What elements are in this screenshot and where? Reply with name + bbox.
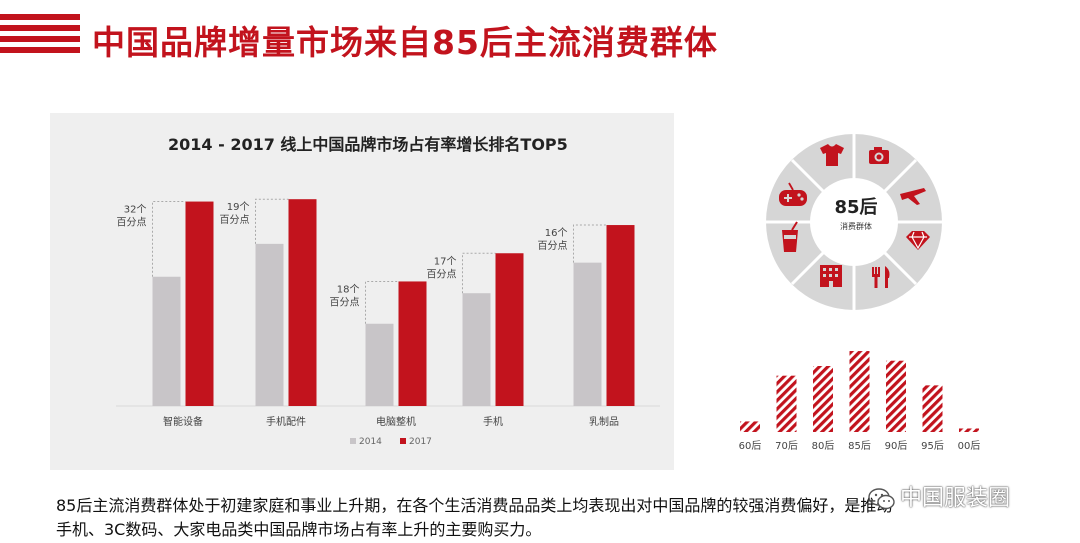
header-stripes bbox=[0, 14, 80, 58]
wechat-icon bbox=[868, 488, 895, 510]
gap-bracket bbox=[365, 280, 399, 324]
legend-swatch-2014 bbox=[350, 438, 356, 444]
annotation-unit: 百分点 bbox=[538, 240, 568, 252]
category-label: 手机 bbox=[483, 415, 503, 428]
drink-icon bbox=[782, 221, 798, 252]
category-label: 智能设备 bbox=[163, 415, 203, 428]
bar-2017 bbox=[495, 253, 524, 406]
generation-chart: 60后 70后 80后 85后 90后 95后 00后 bbox=[739, 351, 980, 452]
consumer-wheel bbox=[766, 134, 942, 310]
gap-bracket bbox=[462, 252, 496, 294]
generation-bar bbox=[849, 351, 870, 432]
annotation-unit: 百分点 bbox=[220, 214, 250, 226]
annotation-unit: 百分点 bbox=[427, 268, 457, 280]
building-icon bbox=[820, 265, 842, 287]
category-label: 手机配件 bbox=[266, 415, 306, 428]
tshirt-icon bbox=[820, 144, 844, 166]
generation-label: 95后 bbox=[921, 440, 944, 452]
generation-label: 85后 bbox=[848, 440, 871, 452]
bar-2014 bbox=[573, 262, 602, 406]
annotation-value: 19个 bbox=[227, 201, 250, 213]
camera-icon bbox=[869, 147, 889, 164]
bar-2017 bbox=[185, 201, 214, 406]
fork-knife-icon bbox=[872, 266, 890, 288]
bar-2014 bbox=[365, 323, 394, 406]
diamond-icon bbox=[906, 231, 930, 250]
generation-label: 00后 bbox=[958, 440, 980, 452]
legend-label-2017: 2017 bbox=[409, 437, 432, 447]
annotation-value: 16个 bbox=[545, 227, 568, 239]
bar-2014 bbox=[255, 243, 284, 406]
generation-label: 60后 bbox=[739, 440, 762, 452]
gap-bracket bbox=[573, 224, 607, 263]
annotation-value: 18个 bbox=[337, 283, 360, 295]
chart-title: 2014 - 2017 线上中国品牌市场占有率增长排名TOP5 bbox=[168, 135, 568, 154]
generation-bar bbox=[813, 366, 833, 432]
gap-bracket bbox=[255, 198, 289, 244]
category-label: 电脑整机 bbox=[376, 415, 416, 428]
page-title: 中国品牌增量市场来自85后主流消费群体 bbox=[92, 23, 718, 62]
annotation-unit: 百分点 bbox=[117, 217, 147, 229]
wheel-center: 85后 消费群体 bbox=[814, 193, 898, 232]
generation-bar bbox=[776, 375, 797, 432]
category-label: 乳制品 bbox=[589, 415, 619, 428]
footer-text: 85后主流消费群体处于初建家庭和事业上升期，在各个生活消费品品类上均表现出对中国… bbox=[56, 494, 996, 542]
watermark: 中国服装圈 bbox=[868, 480, 1010, 512]
market-share-chart: 智能设备32个百分点手机配件19个百分点电脑整机18个百分点手机17个百分点乳制… bbox=[116, 198, 660, 447]
generation-label: 90后 bbox=[885, 440, 908, 452]
bar-2017 bbox=[398, 281, 427, 406]
legend-swatch-2017 bbox=[400, 438, 406, 444]
generation-label: 80后 bbox=[812, 440, 835, 452]
wheel-center-subtitle: 消费群体 bbox=[840, 222, 872, 231]
watermark-text: 中国服装圈 bbox=[900, 486, 1011, 511]
annotation-unit: 百分点 bbox=[330, 296, 360, 308]
bar-2014 bbox=[462, 293, 491, 406]
gamepad-icon bbox=[779, 182, 807, 206]
bar-2017 bbox=[606, 225, 635, 406]
airplane-icon bbox=[900, 188, 926, 205]
generation-bar bbox=[740, 421, 760, 432]
generation-label: 70后 bbox=[775, 440, 798, 452]
bar-2014 bbox=[152, 276, 181, 406]
legend-label-2014: 2014 bbox=[359, 437, 382, 447]
annotation-value: 17个 bbox=[434, 255, 457, 267]
bar-2017 bbox=[288, 199, 317, 406]
generation-bar bbox=[886, 360, 906, 432]
annotation-value: 32个 bbox=[124, 204, 147, 216]
generation-bar bbox=[922, 385, 943, 432]
footer-line-1: 85后主流消费群体处于初建家庭和事业上升期，在各个生活消费品品类上均表现出对中国… bbox=[56, 496, 893, 515]
footer-line-2: 手机、3C数码、大家电品类中国品牌市场占有率上升的主要购买力。 bbox=[56, 520, 542, 539]
wheel-center-title: 85后 bbox=[834, 197, 878, 218]
generation-bar bbox=[959, 428, 979, 432]
gap-bracket bbox=[152, 201, 186, 277]
